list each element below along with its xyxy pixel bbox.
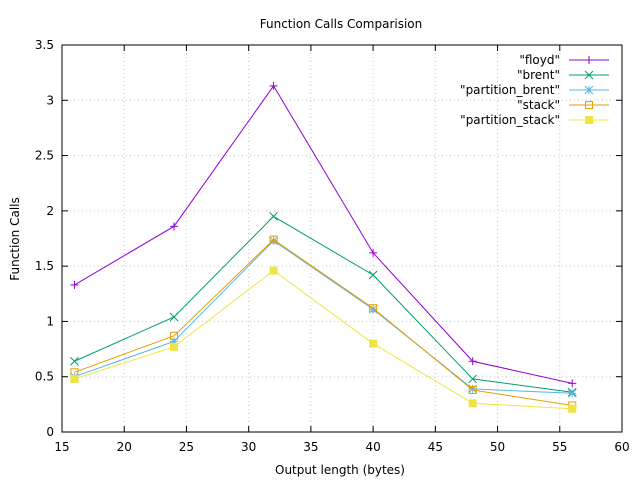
y-tick-label: 1.5 [35, 259, 54, 273]
legend-label: "floyd" [519, 53, 560, 67]
x-tick-label: 25 [179, 440, 194, 454]
open-square-marker [585, 101, 593, 109]
series-line [74, 269, 573, 410]
axis-ticks: 15 20 25 30 35 40 45 50 55 60 0 0.5 1 1.5 2 2.5 3 3.5 [35, 38, 630, 454]
cross-marker [584, 70, 594, 80]
x-tick-label: 45 [428, 440, 443, 454]
open-square-marker [170, 331, 178, 340]
x-tick-label: 30 [241, 440, 256, 454]
series-line [74, 84, 573, 384]
filled-square-marker [585, 116, 593, 124]
star-marker [584, 85, 594, 95]
plus-marker [369, 248, 378, 257]
open-square-marker [269, 235, 278, 244]
x-tick-label: 55 [552, 440, 567, 454]
y-tick-label: 2 [46, 204, 54, 218]
cross-marker [169, 312, 179, 322]
x-tick-label: 60 [614, 440, 629, 454]
plus-marker [170, 222, 178, 231]
y-tick-label: 0 [46, 425, 54, 439]
plot-frame [61, 44, 623, 433]
series-line [74, 240, 573, 394]
cross-marker [468, 374, 478, 384]
x-tick-label: 50 [490, 440, 505, 454]
filled-square-marker [568, 404, 577, 413]
open-square-marker [468, 385, 477, 394]
legend-label: "partition_stack" [460, 113, 560, 127]
plus-marker [568, 379, 577, 388]
filled-square-marker [70, 374, 79, 383]
y-tick-label: 0.5 [35, 370, 54, 384]
y-tick-label: 1 [46, 314, 54, 328]
open-square-marker [369, 304, 378, 313]
cross-marker [368, 270, 378, 280]
filled-square-marker [369, 339, 378, 348]
series-line [74, 238, 573, 406]
x-tick-label: 20 [117, 440, 132, 454]
filled-square-marker [170, 342, 178, 351]
chart-title: Function Calls Comparision [260, 17, 423, 31]
x-tick-label: 40 [365, 440, 380, 454]
star-marker [567, 388, 577, 398]
legend-label: "stack" [517, 98, 560, 112]
plus-marker [269, 81, 278, 90]
plus-marker [585, 56, 593, 64]
plus-marker [70, 280, 79, 289]
y-tick-label: 3 [46, 93, 54, 107]
cross-marker [269, 212, 278, 221]
x-axis-label: Output length (bytes) [275, 463, 405, 477]
legend-label: "partition_brent" [460, 83, 560, 97]
y-tick-label: 2.5 [35, 149, 54, 163]
plus-marker [468, 357, 477, 366]
legend-label: "brent" [517, 68, 560, 82]
x-tick-label: 15 [54, 440, 69, 454]
filled-square-marker [468, 399, 477, 408]
series-line [74, 215, 573, 393]
legend: "floyd""brent""partition_brent""stack""p… [460, 53, 609, 127]
grid-lines [62, 45, 622, 432]
y-axis-label: Function Calls [8, 197, 22, 281]
series-group [70, 81, 577, 413]
cross-marker [70, 356, 79, 366]
y-tick-label: 3.5 [35, 38, 54, 52]
x-tick-label: 35 [303, 440, 318, 454]
filled-square-marker [269, 266, 278, 275]
